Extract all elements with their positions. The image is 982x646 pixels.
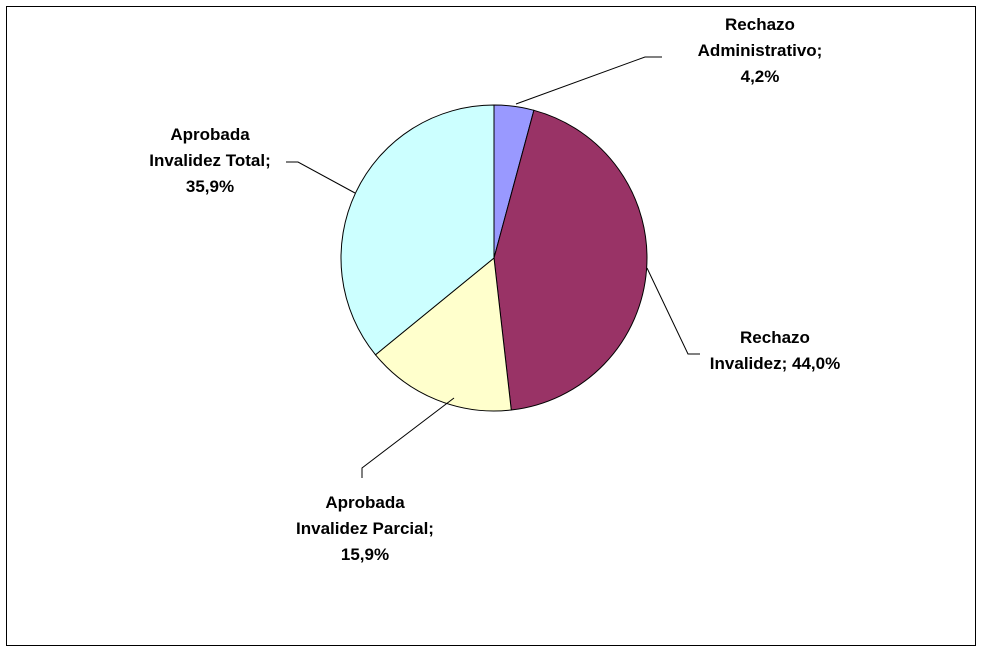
label-aprobada-invalidez-parcial: Aprobada Invalidez Parcial; 15,9%	[296, 493, 434, 564]
label-rechazo-invalidez: Rechazo Invalidez; 44,0%	[709, 328, 841, 373]
leader-rechazo-administrativo	[515, 56, 662, 105]
pie-chart	[286, 56, 700, 478]
leader-aprobada-invalidez-total	[286, 161, 356, 194]
label-aprobada-invalidez-total: Aprobada Invalidez Total; 35,9%	[149, 125, 271, 196]
slice-rechazo-invalidez	[493, 109, 648, 411]
slice-aprobada-invalidez-total	[340, 104, 495, 356]
leader-aprobada-invalidez-parcial	[361, 397, 455, 478]
slice-aprobada-invalidez-parcial	[374, 257, 512, 412]
label-rechazo-administrativo: Rechazo Administrativo; 4,2%	[697, 15, 823, 86]
leader-rechazo-invalidez	[646, 267, 700, 355]
